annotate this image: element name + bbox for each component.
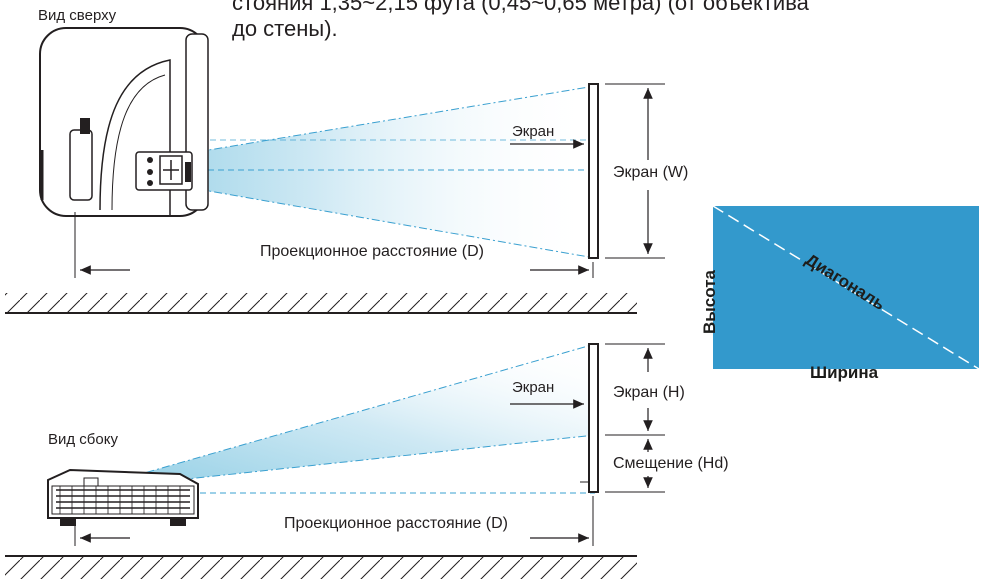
diagonal-line — [712, 205, 980, 370]
intro-line-2: до стены). — [232, 16, 338, 41]
projector-top-icon — [39, 27, 209, 217]
top-distance-label: Проекционное расстояние (D) — [260, 243, 484, 260]
projector-side-icon — [47, 468, 199, 526]
offset-label: Смещение (Hd) — [613, 455, 729, 472]
screen-panel — [712, 205, 980, 370]
top-screen — [588, 83, 599, 259]
side-view — [5, 343, 665, 579]
top-beam — [88, 86, 595, 258]
height-label: Высота — [700, 270, 719, 334]
top-screen-label: Экран — [512, 123, 555, 140]
intro-text: стояния 1,35~2,15 фута (0,45~0,65 метра)… — [232, 0, 809, 42]
side-screen — [588, 343, 599, 493]
width-label: Ширина — [810, 363, 879, 382]
side-screen-label: Экран — [512, 379, 555, 396]
top-view — [5, 27, 665, 314]
side-distance-label: Проекционное расстояние (D) — [284, 515, 508, 532]
screen-width-label: Экран (W) — [613, 164, 689, 181]
side-view-title: Вид сбоку — [48, 431, 118, 448]
top-view-title: Вид сверху — [38, 7, 117, 24]
intro-line-1: стояния 1,35~2,15 фута (0,45~0,65 метра)… — [232, 0, 809, 15]
screen-height-label: Экран (H) — [613, 384, 685, 401]
